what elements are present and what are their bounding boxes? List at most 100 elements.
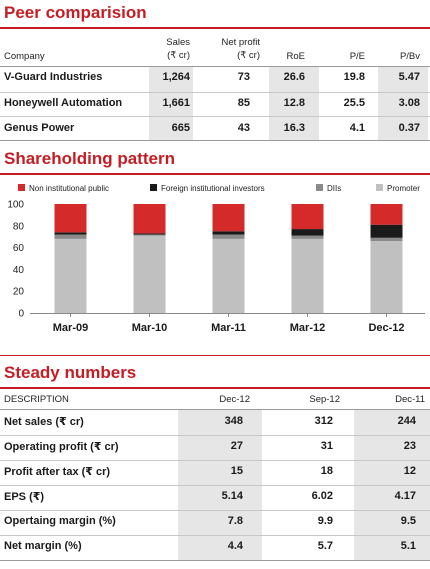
peer-sales: 1,661 xyxy=(162,97,190,109)
peer-pe: 4.1 xyxy=(349,122,365,134)
peer-header-company: Company xyxy=(4,51,45,62)
bar-segment xyxy=(370,224,403,238)
peer-shade-sales xyxy=(149,67,193,140)
x-tick-label: Mar-10 xyxy=(132,322,167,334)
peer-row-divider xyxy=(0,116,430,117)
bar-segment xyxy=(212,231,245,235)
bar-segment xyxy=(54,234,87,239)
steady-value-col2: 18 xyxy=(320,465,333,477)
peer-header-netprofit: Net profit xyxy=(221,37,260,48)
steady-title: Steady numbers xyxy=(4,363,137,382)
peer-netprofit: 43 xyxy=(237,122,250,134)
peer-shade-pbv xyxy=(378,67,428,140)
bar-segment xyxy=(212,238,245,313)
steady-value-col1: 4.4 xyxy=(227,540,243,552)
peer-pbv: 5.47 xyxy=(398,71,420,83)
steady-header-col1: Dec-12 xyxy=(219,394,250,405)
bar-segment xyxy=(370,241,403,313)
peer-pe: 25.5 xyxy=(343,97,365,109)
y-tick-label: 80 xyxy=(13,221,25,232)
peer-roe: 26.6 xyxy=(283,71,305,83)
peer-header-pe: P/E xyxy=(349,51,365,62)
steady-value-col3: 12 xyxy=(403,465,416,477)
x-tick-label: Mar-09 xyxy=(53,322,88,334)
peer-header-sales-unit: (₹ cr) xyxy=(167,50,190,61)
shareholding-title: Shareholding pattern xyxy=(4,149,175,168)
bar-segment xyxy=(291,204,324,230)
shareholding-title-rule xyxy=(0,173,430,175)
steady-value-col3: 4.17 xyxy=(394,490,416,502)
y-tick-label: 40 xyxy=(13,265,25,276)
peer-pbv: 0.37 xyxy=(398,122,420,134)
steady-header-description: DESCRIPTION xyxy=(4,394,69,405)
legend-swatch xyxy=(150,184,157,191)
peer-netprofit: 73 xyxy=(237,71,250,83)
steady-value-col3: 9.5 xyxy=(400,515,416,527)
peer-company: Genus Power xyxy=(4,122,75,134)
steady-header-col2: Sep-12 xyxy=(309,394,340,405)
y-tick-label: 0 xyxy=(18,309,24,320)
steady-value-col2: 6.02 xyxy=(311,490,333,502)
steady-header-col3: Dec-11 xyxy=(395,394,425,405)
steady-row-divider xyxy=(0,460,430,461)
steady-row-divider xyxy=(0,535,430,536)
steady-label: Net sales (₹ cr) xyxy=(4,416,84,428)
legend-swatch xyxy=(18,184,25,191)
peer-pbv: 3.08 xyxy=(398,97,420,109)
bar-segment xyxy=(133,234,166,236)
steady-value-col3: 23 xyxy=(403,440,416,452)
peer-header-sales: Sales xyxy=(166,37,190,48)
steady-value-col1: 27 xyxy=(230,440,243,452)
peer-shade-roe xyxy=(269,67,319,140)
x-tick-label: Dec-12 xyxy=(368,322,404,334)
peer-roe: 12.8 xyxy=(283,97,305,109)
bar-segment xyxy=(133,233,166,235)
x-tick-label: Mar-11 xyxy=(211,322,246,334)
bar-segment xyxy=(291,229,324,236)
steady-value-col2: 312 xyxy=(314,415,333,427)
bar-segment xyxy=(212,204,245,232)
y-tick-label: 60 xyxy=(13,243,25,254)
steady-value-col1: 15 xyxy=(230,465,243,477)
y-tick-label: 100 xyxy=(7,200,24,211)
x-tick-label: Mar-12 xyxy=(290,322,325,334)
steady-label: Profit after tax (₹ cr) xyxy=(4,466,111,478)
steady-label: EPS (₹) xyxy=(4,491,45,503)
legend-label: Promoter xyxy=(387,184,420,193)
steady-bottom-divider xyxy=(0,560,430,561)
bar-segment xyxy=(291,235,324,239)
bar-segment xyxy=(54,232,87,235)
peer-header-pbv: P/Bv xyxy=(399,51,420,62)
bar-segment xyxy=(54,204,87,233)
bar-segment xyxy=(212,234,245,239)
peer-header-divider xyxy=(0,66,430,67)
peer-header-roe: RoE xyxy=(286,51,305,62)
peer-roe: 16.3 xyxy=(283,122,305,134)
peer-bottom-divider xyxy=(0,140,430,141)
legend-swatch xyxy=(376,184,383,191)
steady-value-col2: 9.9 xyxy=(317,515,333,527)
chart-bottom-rule xyxy=(0,355,430,356)
peer-row-divider xyxy=(0,92,430,93)
steady-value-col3: 5.1 xyxy=(400,540,416,552)
y-tick-label: 20 xyxy=(13,287,25,298)
steady-row-divider xyxy=(0,485,430,486)
steady-value-col2: 5.7 xyxy=(317,540,333,552)
steady-label: Net margin (%) xyxy=(4,540,82,552)
peer-netprofit: 85 xyxy=(237,97,250,109)
peer-pe: 19.8 xyxy=(343,71,365,83)
steady-value-col3: 244 xyxy=(397,415,416,427)
shareholding-chart: Non institutional public Foreign institut… xyxy=(7,184,425,334)
peer-sales: 1,264 xyxy=(162,71,190,83)
bar-segment xyxy=(291,238,324,313)
steady-title-rule xyxy=(0,387,430,389)
steady-row-divider xyxy=(0,510,430,511)
steady-header-divider xyxy=(0,409,430,410)
peer-title: Peer comparision xyxy=(4,3,147,22)
peer-header-netprofit-unit: (₹ cr) xyxy=(237,50,260,61)
bar-segment xyxy=(133,204,166,234)
legend-label: DIIs xyxy=(327,184,341,193)
peer-company: V-Guard Industries xyxy=(4,71,103,83)
steady-label: Opertaing margin (%) xyxy=(4,515,116,527)
bar-segment xyxy=(133,235,166,313)
